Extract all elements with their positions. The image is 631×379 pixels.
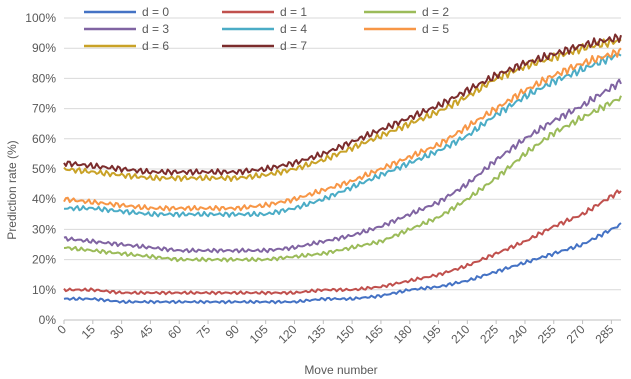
x-tick-label: 195 xyxy=(420,322,444,346)
x-tick-label: 75 xyxy=(194,322,214,342)
series-line-d3 xyxy=(63,78,622,254)
series-line-d7 xyxy=(63,33,622,176)
x-tick-label: 285 xyxy=(592,322,616,346)
x-tick-label: 180 xyxy=(391,322,415,346)
y-axis-title: Prediction rate (%) xyxy=(5,140,19,239)
x-tick-label: 225 xyxy=(477,322,501,346)
y-tick-label: 50% xyxy=(32,162,56,176)
legend-label: d = 4 xyxy=(280,22,307,36)
legend: d = 0 d = 1 d = 2 d = 3 d = 4 d = 5 d = 6 d = 7 xyxy=(84,5,449,53)
x-axis-ticks: 0 15 30 45 60 75 90 105 120 135 150 165 180 195 210 225… xyxy=(54,320,617,346)
series-line-d1 xyxy=(63,189,622,296)
legend-label: d = 6 xyxy=(142,39,169,53)
x-tick-label: 270 xyxy=(564,322,588,346)
series-line-d5 xyxy=(63,47,622,212)
legend-label: d = 0 xyxy=(142,5,169,19)
series-line-d0 xyxy=(63,222,622,305)
y-tick-label: 10% xyxy=(32,283,56,297)
x-tick-label: 45 xyxy=(136,322,156,342)
y-tick-label: 60% xyxy=(32,132,56,146)
y-tick-label: 70% xyxy=(32,102,56,116)
y-tick-label: 0% xyxy=(39,313,57,327)
series-line-d2 xyxy=(63,95,622,263)
legend-label: d = 2 xyxy=(422,5,449,19)
y-tick-label: 30% xyxy=(32,222,56,236)
y-tick-label: 40% xyxy=(32,192,56,206)
x-tick-label: 60 xyxy=(165,322,185,342)
y-axis-ticks: 0% 10% 20% 30% 40% 50% 60% 70% 80% 90% 100% xyxy=(25,11,56,327)
series-line-d4 xyxy=(63,52,622,218)
y-tick-label: 80% xyxy=(32,71,56,85)
y-tick-label: 20% xyxy=(32,253,56,267)
x-tick-label: 165 xyxy=(362,322,386,346)
x-tick-label: 15 xyxy=(79,322,99,342)
x-axis-title: Move number xyxy=(304,363,377,377)
x-tick-label: 120 xyxy=(276,322,300,346)
y-tick-label: 90% xyxy=(32,41,56,55)
x-tick-label: 210 xyxy=(448,322,472,346)
x-tick-label: 255 xyxy=(535,322,559,346)
x-tick-label: 240 xyxy=(506,322,530,346)
x-tick-label: 150 xyxy=(333,322,357,346)
x-tick-label: 30 xyxy=(107,322,127,342)
legend-label: d = 3 xyxy=(142,22,169,36)
legend-label: d = 5 xyxy=(422,22,449,36)
y-tick-label: 100% xyxy=(25,11,56,25)
legend-label: d = 7 xyxy=(280,39,307,53)
x-tick-label: 135 xyxy=(304,322,328,346)
x-tick-label: 90 xyxy=(223,322,243,342)
series-lines xyxy=(63,33,622,305)
series-line-d6 xyxy=(63,38,622,182)
x-tick-label: 0 xyxy=(54,322,69,337)
x-tick-label: 105 xyxy=(247,322,271,346)
legend-label: d = 1 xyxy=(280,5,307,19)
